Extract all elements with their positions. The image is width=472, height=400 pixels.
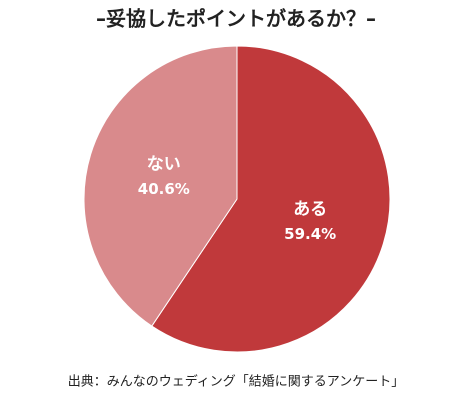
source-note: 出典：みんなのウェディング「結婚に関するアンケート」 (68, 374, 405, 390)
value-label: 59.4% (284, 225, 336, 243)
slice-label: ある (293, 199, 327, 219)
chart-title: –妥協したポイントがあるか？– (96, 7, 376, 31)
pie-slice (83, 45, 238, 327)
slice-label: ない (147, 155, 181, 175)
value-label: 40.6% (138, 180, 190, 198)
pie-slice (151, 45, 391, 353)
